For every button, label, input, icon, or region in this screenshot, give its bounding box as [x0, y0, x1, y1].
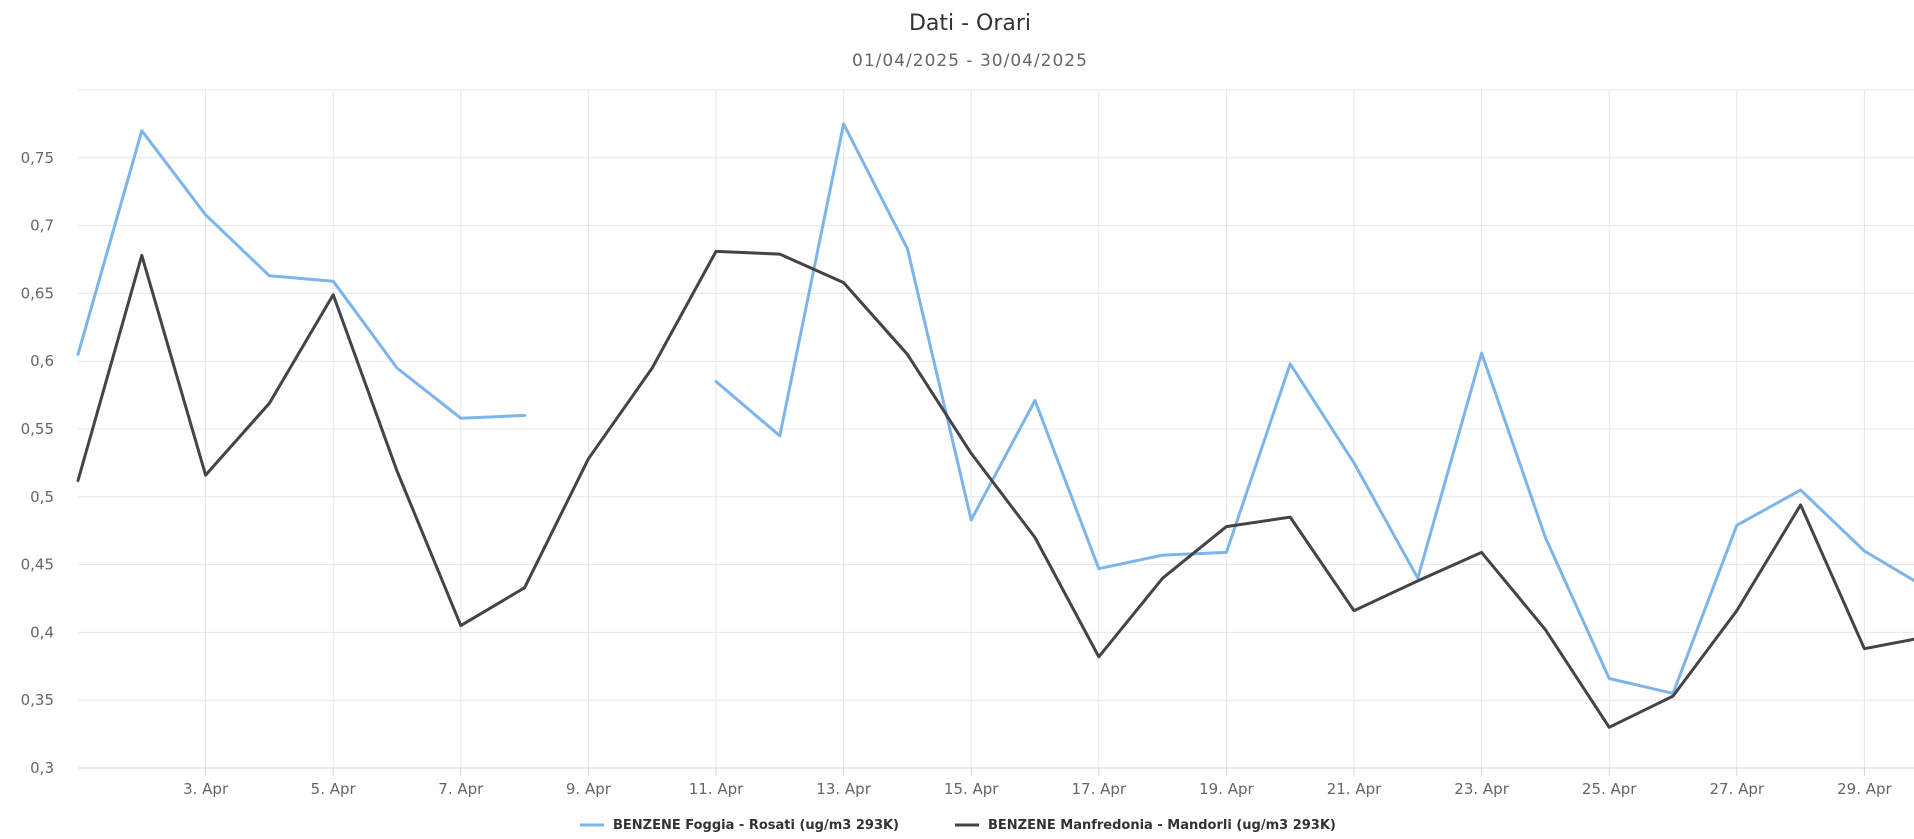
legend-item-1[interactable]: BENZENE Foggia - Rosati (ug/m3 293K) [580, 818, 899, 833]
series-lines [76, 122, 1914, 729]
x-tick-label: 19. Apr [1199, 780, 1254, 798]
y-tick-label: 0,55 [21, 420, 54, 438]
x-tick-label: 13. Apr [816, 780, 871, 798]
x-tick-label: 17. Apr [1072, 780, 1127, 798]
x-tick-label: 29. Apr [1837, 780, 1892, 798]
legend-label: BENZENE Foggia - Rosati (ug/m3 293K) [613, 818, 899, 833]
chart-subtitle: 01/04/2025 - 30/04/2025 [852, 51, 1088, 71]
legend: BENZENE Foggia - Rosati (ug/m3 293K) BENZ… [580, 818, 1336, 833]
x-tick-label: 5. Apr [311, 780, 357, 798]
x-axis: 3. Apr 5. Apr 7. Apr 9. Apr 11. Apr 13. Apr 15… [78, 767, 1914, 798]
y-tick-label: 0,75 [21, 149, 54, 167]
y-tick-label: 0,6 [30, 352, 54, 370]
series-line-2[interactable] [76, 249, 1914, 729]
grid [78, 89, 1914, 768]
x-tick-label: 9. Apr [566, 780, 612, 798]
x-tick-label: 7. Apr [438, 780, 484, 798]
y-tick-label: 0,7 [30, 217, 54, 235]
x-tick-label: 21. Apr [1327, 780, 1382, 798]
y-tick-label: 0,5 [30, 488, 54, 506]
x-tick-label: 15. Apr [944, 780, 999, 798]
y-axis: 0,3 0,35 0,4 0,45 0,5 0,55 0,6 0,65 0,7 0,75 [21, 149, 54, 777]
x-tick-label: 27. Apr [1710, 780, 1765, 798]
y-tick-label: 0,4 [30, 623, 54, 641]
series-line-1[interactable] [76, 122, 1914, 695]
y-tick-label: 0,45 [21, 556, 54, 574]
x-tick-label: 11. Apr [689, 780, 744, 798]
x-tick-label: 25. Apr [1582, 780, 1637, 798]
chart-title: Dati - Orari [909, 11, 1031, 36]
y-tick-label: 0,3 [30, 759, 54, 777]
legend-item-2[interactable]: BENZENE Manfredonia - Mandorli (ug/m3 29… [955, 818, 1336, 833]
x-tick-label: 3. Apr [183, 780, 229, 798]
x-tick-label: 23. Apr [1454, 780, 1509, 798]
legend-label: BENZENE Manfredonia - Mandorli (ug/m3 29… [988, 818, 1336, 833]
y-tick-label: 0,35 [21, 691, 54, 709]
y-tick-label: 0,65 [21, 284, 54, 302]
